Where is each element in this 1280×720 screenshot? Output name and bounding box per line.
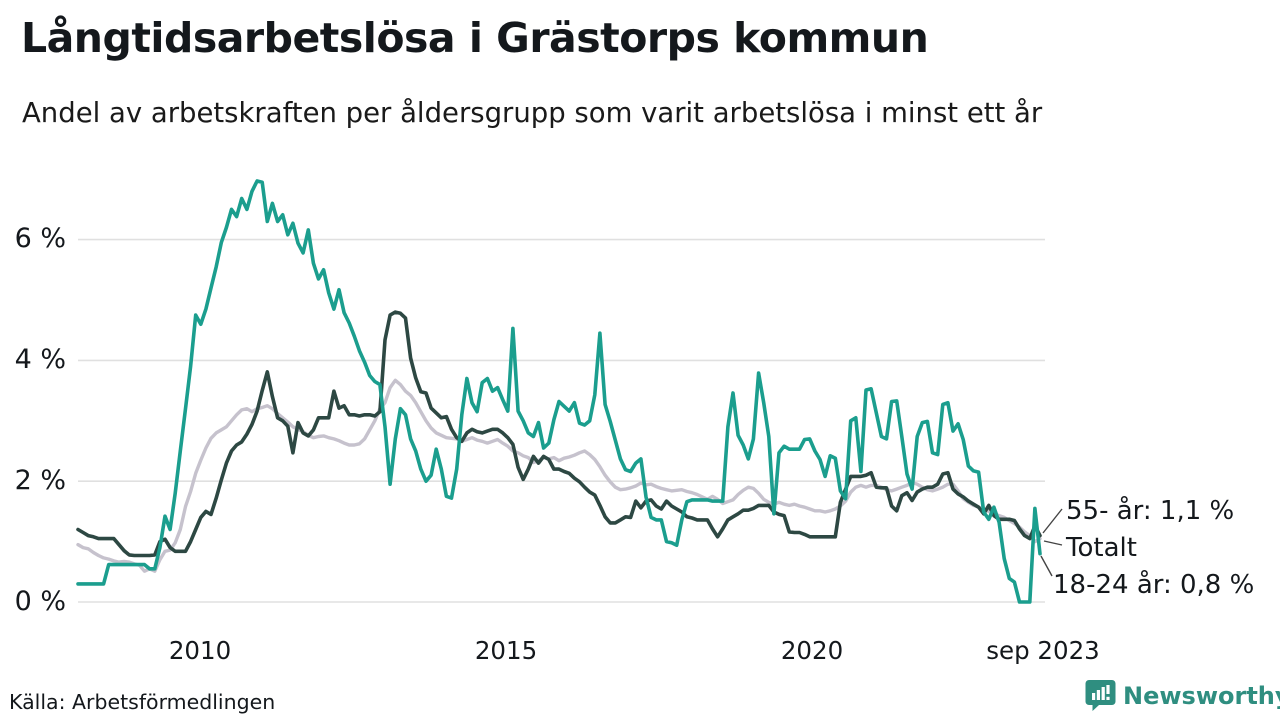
y-axis-label-6pct: 6 %	[14, 223, 66, 254]
y-axis-label-2pct: 2 %	[14, 465, 66, 496]
series-line-55-ar	[76, 310, 1042, 558]
leader-line-totalt	[1043, 540, 1063, 546]
series-lines	[76, 179, 1042, 604]
x-axis-label-2020: 2020	[780, 636, 844, 665]
x-axis-label-sep-2023: sep 2023	[986, 636, 1100, 665]
series-line-18-24-ar	[76, 179, 1042, 604]
source-note: Källa: Arbetsförmedlingen	[9, 690, 276, 714]
leader-line-18-24-ar	[1040, 555, 1053, 577]
leader-line-55-ar	[1042, 508, 1063, 534]
series-end-label-18-24-ar: 18-24 år: 0,8 %	[1053, 570, 1255, 600]
y-axis-label-0pct: 0 %	[14, 586, 66, 617]
series-end-label-totalt: Totalt	[1066, 533, 1137, 563]
x-axis-label-2010: 2010	[168, 636, 232, 665]
y-axis-label-4pct: 4 %	[14, 344, 66, 375]
series-end-label-55-ar: 55- år: 1,1 %	[1066, 496, 1235, 526]
newsworthy-chart-bubble-icon	[1085, 680, 1116, 711]
newsworthy-logo: Newsworthy	[1085, 679, 1280, 712]
chart-subtitle: Andel av arbetskraften per åldersgrupp s…	[22, 97, 1043, 129]
x-axis-label-2015: 2015	[474, 636, 538, 665]
gridlines	[78, 238, 1045, 603]
annotation-leader-lines	[1040, 508, 1063, 577]
page-title: Långtidsarbetslösa i Grästorps kommun	[21, 14, 929, 62]
newsworthy-logo-text: Newsworthy	[1123, 681, 1280, 710]
